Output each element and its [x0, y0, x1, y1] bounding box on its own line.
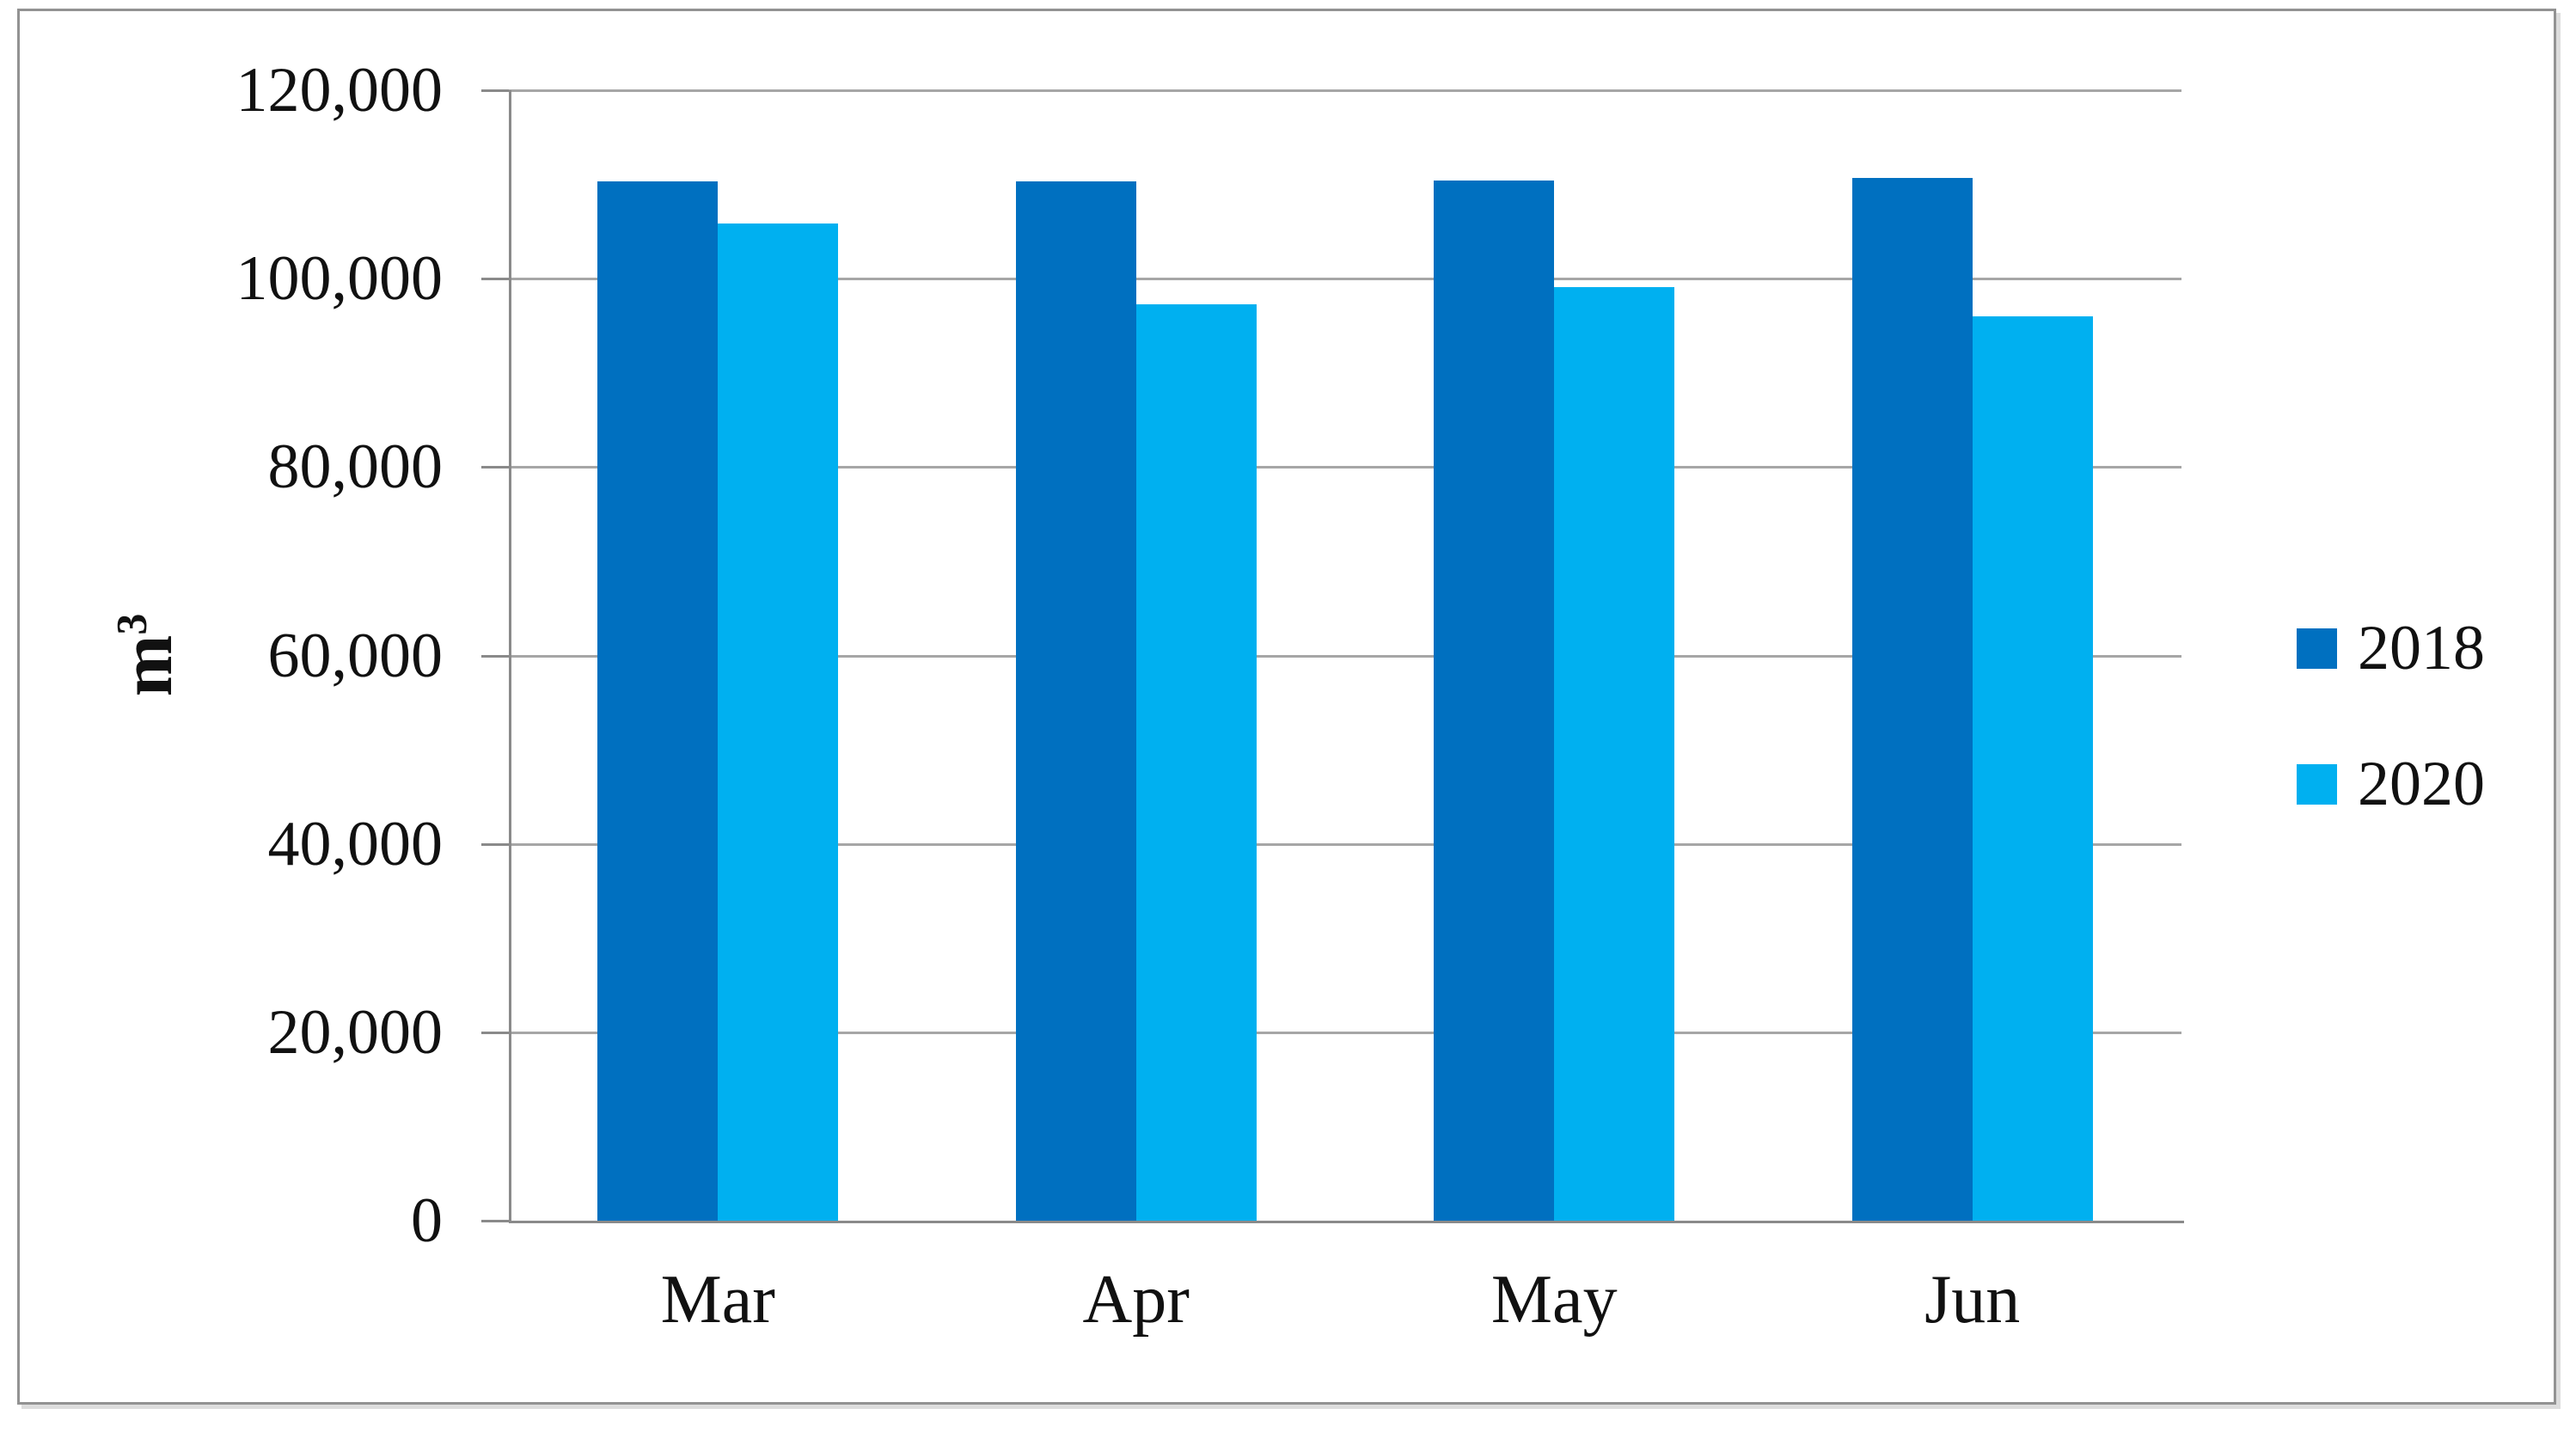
legend-swatch-2018 — [2297, 628, 2337, 669]
x-tick-label-jun: Jun — [1924, 1262, 2021, 1338]
bar-2020-May — [1554, 287, 1675, 1221]
y-axis-tick — [481, 1220, 509, 1222]
y-axis-title-text: m — [105, 634, 187, 697]
y-tick-label: 80,000 — [267, 432, 444, 503]
y-axis-tick — [481, 89, 509, 92]
y-axis-tick — [481, 1031, 509, 1034]
bar-2020-Mar — [718, 223, 839, 1221]
y-axis-tick — [481, 654, 509, 658]
y-tick-label: 120,000 — [236, 55, 444, 126]
y-tick-label: 100,000 — [236, 243, 444, 315]
plot-area — [509, 89, 2181, 1221]
gridline — [509, 466, 2181, 469]
bar-2018-May — [1434, 181, 1555, 1221]
x-tick-label-may: May — [1490, 1262, 1618, 1338]
y-axis-line — [509, 90, 511, 1223]
gridline — [509, 89, 2181, 92]
x-tick-label-apr: Apr — [1082, 1262, 1190, 1338]
legend-item-2020: 2020 — [2297, 752, 2485, 816]
y-axis-tick — [481, 278, 509, 281]
y-axis-title: m3 — [105, 613, 187, 697]
gridline — [509, 654, 2181, 658]
legend-swatch-2020 — [2297, 763, 2337, 805]
y-tick-label: 20,000 — [267, 996, 444, 1068]
legend-label-2018: 2018 — [2358, 613, 2485, 683]
x-axis-line — [509, 1221, 2184, 1223]
gridline — [509, 842, 2181, 846]
y-tick-label: 60,000 — [267, 620, 444, 691]
bar-2018-Jun — [1851, 177, 1973, 1221]
gridline — [509, 1031, 2181, 1034]
bar-2020-Apr — [1135, 303, 1257, 1221]
y-axis-tick — [481, 466, 509, 469]
bar-2018-Apr — [1015, 181, 1136, 1221]
figure-border — [17, 9, 2556, 1405]
y-axis-tick — [481, 842, 509, 846]
bar-2020-Jun — [1972, 316, 2093, 1221]
x-tick-label-mar: Mar — [660, 1262, 775, 1338]
gridline — [509, 278, 2181, 281]
legend-item-2018: 2018 — [2297, 616, 2485, 680]
y-axis-title-superscript: 3 — [107, 613, 156, 635]
y-tick-label: 0 — [411, 1185, 443, 1256]
bar-2018-Mar — [597, 181, 719, 1221]
legend-label-2020: 2020 — [2358, 749, 2485, 819]
y-tick-label: 40,000 — [267, 808, 444, 879]
